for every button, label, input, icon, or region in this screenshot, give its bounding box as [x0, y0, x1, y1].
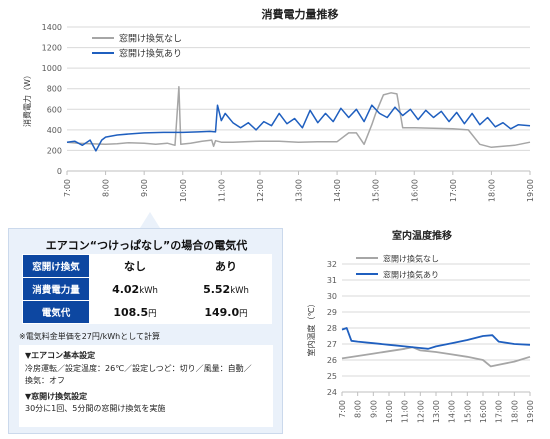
power-row: 消費電力量 4.02kWh 5.52kWh: [22, 277, 272, 301]
chart-title: 消費電力量推移: [262, 7, 339, 21]
power-with-cell: 5.52kWh: [180, 277, 272, 301]
x-tick-label: 18:00: [487, 179, 496, 202]
x-tick-label: 7:00: [338, 400, 347, 418]
header-none: なし: [89, 254, 181, 278]
x-tick-label: 15:00: [463, 400, 472, 423]
callout-pointer: [140, 212, 160, 228]
cost-row-label: 電気代: [22, 300, 90, 324]
series-line-1: [66, 85, 531, 149]
legend-label-2: 窓開け換気あり: [383, 270, 439, 280]
x-tick-label: 10:00: [179, 179, 188, 202]
aircon-settings-heading: ▼エアコン基本設定: [25, 351, 96, 360]
y-tick-label: 31: [327, 276, 337, 285]
series-line-2: [341, 327, 531, 350]
cost-with-cell: 149.0円: [180, 300, 272, 324]
x-tick-label: 7:00: [63, 179, 72, 197]
x-tick-label: 12:00: [416, 400, 425, 423]
window-settings-heading: ▼窓開け換気設定: [25, 391, 88, 401]
window-settings-line: 30分に1回、5分間の窓開け換気を実施: [25, 404, 166, 413]
cost-with-unit: 円: [239, 308, 248, 319]
x-tick-label: 8:00: [102, 179, 111, 197]
x-tick-label: 9:00: [140, 179, 149, 197]
x-tick-label: 10:00: [385, 400, 394, 423]
x-tick-label: 13:00: [295, 179, 304, 202]
y-tick-label: 200: [47, 146, 62, 155]
power-none-unit: kWh: [139, 285, 158, 296]
series-line-1: [341, 346, 531, 368]
cost-none-unit: 円: [148, 308, 157, 319]
aircon-settings-line2: 換気：オフ: [25, 376, 65, 385]
x-tick-label: 19:00: [526, 179, 535, 202]
legend-label-2: 窓開け換気あり: [119, 48, 182, 60]
y-tick-label: 1400: [42, 23, 62, 32]
header-with: あり: [180, 254, 272, 278]
x-tick-label: 9:00: [369, 400, 378, 418]
y-tick-label: 0: [57, 167, 62, 176]
power-none-cell: 4.02kWh: [89, 277, 181, 301]
y-tick-label: 29: [327, 308, 337, 317]
y-tick-label: 1200: [42, 44, 62, 53]
room-temperature-chart: 室内温度推移 24 25 26 27 28 29 30 31 32 7:00 8:00 9:00 10:0…: [306, 229, 535, 423]
cost-card: エアコン“つけっぱなし”の場合の電気代 窓開け換気 なし あり 消費電力量 4.…: [8, 228, 283, 434]
y-tick-label: 1000: [42, 64, 62, 73]
x-tick-label: 18:00: [510, 400, 519, 423]
y-axis-label: 室内温度（℃）: [306, 300, 316, 357]
y-tick-label: 24: [327, 388, 337, 397]
y-tick-label: 800: [47, 85, 62, 94]
settings-box: ▼エアコン基本設定 冷房運転／設定温度：26℃／設定しつど：切り／風量：自動／ …: [19, 345, 273, 427]
power-row-label: 消費電力量: [22, 277, 90, 301]
cost-card-title: エアコン“つけっぱなし”の場合の電気代: [45, 239, 248, 252]
cost-table: 窓開け換気 なし あり 消費電力量 4.02kWh 5.52kWh 電気代 10…: [22, 254, 272, 324]
y-tick-label: 30: [327, 292, 337, 301]
y-tick-label: 27: [327, 340, 337, 349]
cost-row: 電気代 108.5円 149.0円: [22, 300, 272, 324]
x-tick-label: 12:00: [256, 179, 265, 202]
cost-none-cell: 108.5円: [89, 300, 181, 324]
x-tick-label: 13:00: [432, 400, 441, 423]
series-line-2: [66, 104, 531, 152]
legend-label-1: 窓開け換気なし: [119, 33, 182, 45]
y-tick-label: 400: [47, 126, 62, 135]
x-tick-label: 8:00: [354, 400, 363, 418]
x-tick-label: 16:00: [479, 400, 488, 423]
cost-with-value: 149.0: [204, 305, 240, 319]
y-tick-label: 25: [327, 372, 337, 381]
power-consumption-chart: 消費電力量推移 0 200 400 600 800 1000 1200 1400 7:00 8:00…: [22, 7, 535, 202]
x-tick-label: 15:00: [372, 179, 381, 202]
cost-table-header-row: 窓開け換気 なし あり: [22, 254, 272, 278]
x-tick-label: 17:00: [495, 400, 504, 423]
legend-label-1: 窓開け換気なし: [383, 254, 439, 264]
x-tick-label: 16:00: [410, 179, 419, 202]
x-tick-label: 14:00: [448, 400, 457, 423]
power-none-value: 4.02: [112, 282, 140, 296]
y-tick-label: 32: [327, 260, 337, 269]
x-tick-label: 17:00: [449, 179, 458, 202]
price-note: ※電気料金単価を27円/kWhとして計算: [19, 332, 160, 341]
y-tick-label: 26: [327, 356, 337, 365]
y-axis-label: 消費電力（W）: [22, 71, 32, 127]
power-with-unit: kWh: [230, 285, 249, 296]
cost-none-value: 108.5: [113, 305, 149, 319]
y-tick-label: 28: [327, 324, 337, 333]
y-tick-label: 600: [47, 105, 62, 114]
header-window-ventilation: 窓開け換気: [22, 254, 90, 278]
aircon-settings-line1: 冷房運転／設定温度：26℃／設定しつど：切り／風量：自動／: [25, 363, 252, 373]
x-tick-label: 11:00: [401, 400, 410, 423]
chart-title: 室内温度推移: [392, 229, 452, 242]
x-tick-label: 11:00: [217, 179, 226, 202]
x-tick-label: 19:00: [526, 400, 535, 423]
power-with-value: 5.52: [203, 282, 231, 296]
x-tick-label: 14:00: [333, 179, 342, 202]
